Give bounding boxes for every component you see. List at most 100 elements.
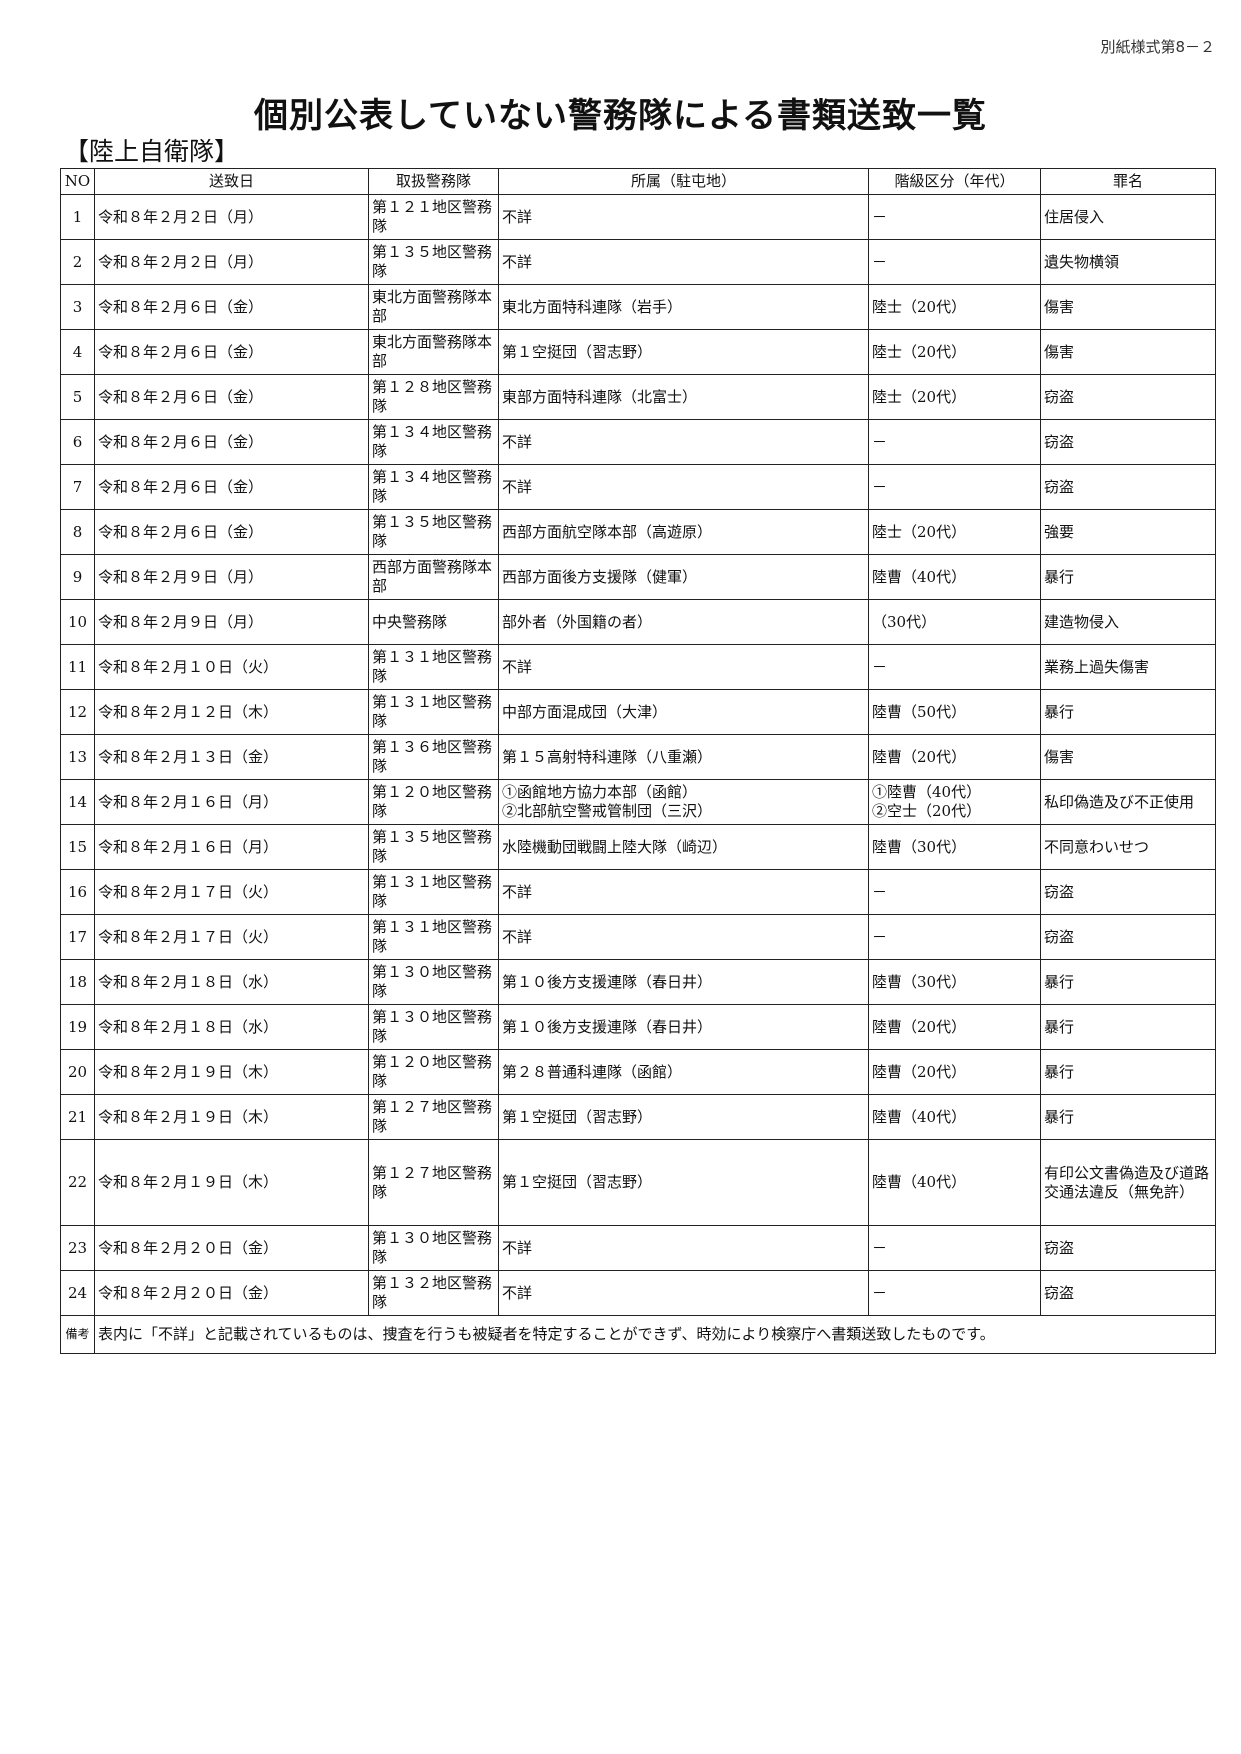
cell-police-unit: 第１３１地区警務隊: [368, 869, 499, 915]
form-number: 別紙様式第8－２: [1100, 38, 1215, 56]
page-title: 個別公表していない警務隊による書類送致一覧: [254, 96, 987, 136]
cell-date: 令和８年２月９日（月）: [94, 554, 369, 600]
header-date: 送致日: [94, 168, 369, 195]
cell-rank: 陸曹（20代）: [868, 1049, 1041, 1095]
cell-police-unit: 第１２０地区警務隊: [368, 1049, 499, 1095]
cell-affiliation: 不詳: [498, 869, 869, 915]
table-row: 20 令和８年２月１９日（木） 第１２０地区警務隊 第２８普通科連隊（函館） 陸曹（20…: [60, 1049, 1216, 1095]
cell-offense: 窃盗: [1040, 464, 1216, 510]
table-row: 14 令和８年２月１６日（月） 第１２０地区警務隊 ①函館地方協力本部（函館） ②北部…: [60, 779, 1216, 825]
cell-no: 12: [60, 689, 95, 735]
referral-table: NO 送致日 取扱警務隊 所属（駐屯地） 階級区分（年代） 罪名 1 令和８年２月…: [60, 168, 1216, 1354]
cell-offense: 私印偽造及び不正使用: [1040, 779, 1216, 825]
cell-offense: 窃盗: [1040, 1270, 1216, 1316]
cell-offense: 有印公文書偽造及び道路交通法違反（無免許）: [1040, 1139, 1216, 1226]
cell-no: 9: [60, 554, 95, 600]
cell-rank: －: [868, 869, 1041, 915]
cell-rank: －: [868, 1225, 1041, 1271]
cell-date: 令和８年２月１６日（月）: [94, 779, 369, 825]
cell-date: 令和８年２月１７日（火）: [94, 914, 369, 960]
cell-rank: ①陸曹（40代） ②空士（20代）: [868, 779, 1041, 825]
cell-rank: 陸士（20代）: [868, 509, 1041, 555]
table-row: 5 令和８年２月６日（金） 第１２８地区警務隊 東部方面特科連隊（北富士） 陸士（20代…: [60, 374, 1216, 420]
cell-police-unit: 第１２８地区警務隊: [368, 374, 499, 420]
table-row: 13 令和８年２月１３日（金） 第１３６地区警務隊 第１５高射特科連隊（八重瀬） 陸曹（…: [60, 734, 1216, 780]
table-row: 19 令和８年２月１８日（水） 第１３０地区警務隊 第１０後方支援連隊（春日井） 陸曹（…: [60, 1004, 1216, 1050]
cell-no: 6: [60, 419, 95, 465]
cell-rank: 陸士（20代）: [868, 284, 1041, 330]
cell-date: 令和８年２月１８日（水）: [94, 959, 369, 1005]
header-rank: 階級区分（年代）: [868, 168, 1041, 195]
table-row: 7 令和８年２月６日（金） 第１３４地区警務隊 不詳－窃盗: [60, 464, 1216, 510]
table-row: 16 令和８年２月１７日（火） 第１３１地区警務隊 不詳－窃盗: [60, 869, 1216, 915]
cell-affiliation: 東部方面特科連隊（北富士）: [498, 374, 869, 420]
cell-affiliation: 不詳: [498, 464, 869, 510]
cell-date: 令和８年２月１９日（木）: [94, 1049, 369, 1095]
note-label: 備考: [60, 1315, 95, 1354]
cell-date: 令和８年２月１０日（火）: [94, 644, 369, 690]
cell-rank: －: [868, 1270, 1041, 1316]
table-header-row: NO 送致日 取扱警務隊 所属（駐屯地） 階級区分（年代） 罪名: [60, 168, 1216, 195]
cell-date: 令和８年２月６日（金）: [94, 284, 369, 330]
cell-rank: －: [868, 239, 1041, 285]
cell-offense: 不同意わいせつ: [1040, 824, 1216, 870]
table-row: 22 令和８年２月１９日（木） 第１２７地区警務隊 第１空挺団（習志野） 陸曹（40代）…: [60, 1139, 1216, 1226]
table-row: 18 令和８年２月１８日（水） 第１３０地区警務隊 第１０後方支援連隊（春日井） 陸曹（…: [60, 959, 1216, 1005]
cell-rank: 陸士（20代）: [868, 374, 1041, 420]
cell-offense: 強要: [1040, 509, 1216, 555]
cell-police-unit: 西部方面警務隊本部: [368, 554, 499, 600]
cell-rank: 陸曹（40代）: [868, 1094, 1041, 1140]
cell-rank: －: [868, 644, 1041, 690]
section-heading: 【陸上自衛隊】: [64, 137, 240, 166]
cell-rank: 陸曹（40代）: [868, 1139, 1041, 1226]
cell-no: 18: [60, 959, 95, 1005]
cell-affiliation: 第１０後方支援連隊（春日井）: [498, 1004, 869, 1050]
table-row: 23 令和８年２月２０日（金） 第１３０地区警務隊 不詳－窃盗: [60, 1225, 1216, 1271]
cell-date: 令和８年２月２日（月）: [94, 194, 369, 240]
cell-police-unit: 第１３５地区警務隊: [368, 239, 499, 285]
cell-police-unit: 第１２０地区警務隊: [368, 779, 499, 825]
cell-police-unit: 第１３６地区警務隊: [368, 734, 499, 780]
cell-police-unit: 第１３５地区警務隊: [368, 509, 499, 555]
header-no: NO: [60, 168, 95, 195]
cell-date: 令和８年２月１９日（木）: [94, 1094, 369, 1140]
cell-no: 7: [60, 464, 95, 510]
cell-police-unit: 第１３４地区警務隊: [368, 419, 499, 465]
cell-rank: 陸曹（30代）: [868, 959, 1041, 1005]
cell-affiliation: 第１空挺団（習志野）: [498, 329, 869, 375]
cell-rank: －: [868, 464, 1041, 510]
cell-police-unit: 第１３４地区警務隊: [368, 464, 499, 510]
cell-no: 20: [60, 1049, 95, 1095]
cell-affiliation: 中部方面混成団（大津）: [498, 689, 869, 735]
table-row: 24 令和８年２月２０日（金） 第１３２地区警務隊 不詳－窃盗: [60, 1270, 1216, 1316]
table-row: 6 令和８年２月６日（金） 第１３４地区警務隊 不詳－窃盗: [60, 419, 1216, 465]
cell-no: 14: [60, 779, 95, 825]
cell-affiliation: 不詳: [498, 419, 869, 465]
cell-no: 24: [60, 1270, 95, 1316]
table-row: 21 令和８年２月１９日（木） 第１２７地区警務隊 第１空挺団（習志野） 陸曹（40代）…: [60, 1094, 1216, 1140]
cell-police-unit: 東北方面警務隊本部: [368, 284, 499, 330]
cell-affiliation: 東北方面特科連隊（岩手）: [498, 284, 869, 330]
table-row: 2 令和８年２月２日（月） 第１３５地区警務隊 不詳－遺失物横領: [60, 239, 1216, 285]
cell-offense: 傷害: [1040, 734, 1216, 780]
cell-affiliation: 不詳: [498, 914, 869, 960]
cell-offense: 窃盗: [1040, 914, 1216, 960]
cell-police-unit: 第１３０地区警務隊: [368, 959, 499, 1005]
cell-rank: －: [868, 914, 1041, 960]
cell-offense: 遺失物横領: [1040, 239, 1216, 285]
cell-no: 22: [60, 1139, 95, 1226]
cell-offense: 窃盗: [1040, 869, 1216, 915]
cell-affiliation: 第１５高射特科連隊（八重瀬）: [498, 734, 869, 780]
cell-no: 10: [60, 599, 95, 645]
table-row: 3 令和８年２月６日（金） 東北方面警務隊本部 東北方面特科連隊（岩手） 陸士（20代）…: [60, 284, 1216, 330]
cell-affiliation: 第１空挺団（習志野）: [498, 1139, 869, 1226]
cell-no: 3: [60, 284, 95, 330]
cell-rank: 陸曹（20代）: [868, 734, 1041, 780]
cell-date: 令和８年２月１２日（木）: [94, 689, 369, 735]
cell-no: 15: [60, 824, 95, 870]
note-row: 備考 表内に「不詳」と記載されているものは、捜査を行うも被疑者を特定することがで…: [60, 1315, 1216, 1354]
cell-offense: 窃盗: [1040, 1225, 1216, 1271]
cell-affiliation: 不詳: [498, 644, 869, 690]
cell-date: 令和８年２月１６日（月）: [94, 824, 369, 870]
cell-date: 令和８年２月６日（金）: [94, 329, 369, 375]
